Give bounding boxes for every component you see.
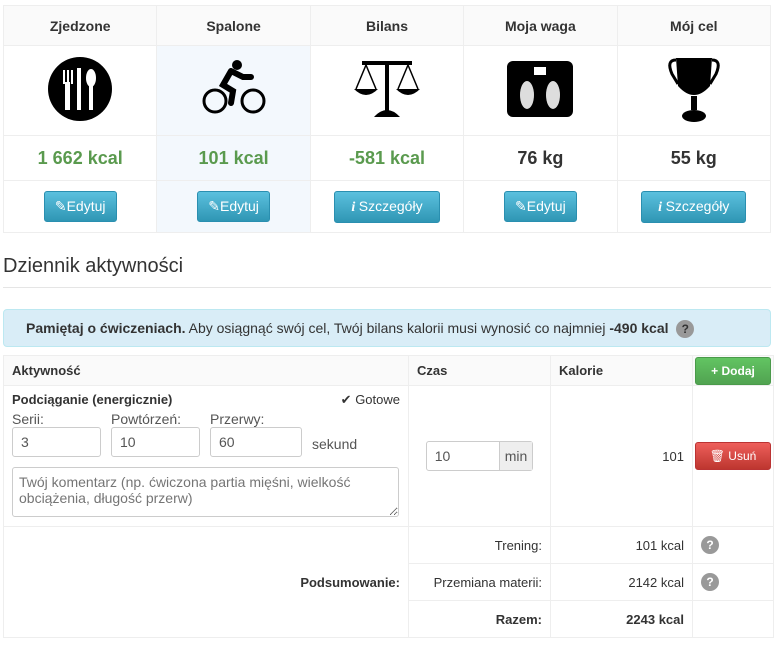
balance-value: -581 kcal — [309, 135, 465, 181]
add-button[interactable]: + Dodaj — [695, 356, 771, 385]
time-input[interactable] — [426, 442, 499, 470]
burned-value: 101 kcal — [156, 135, 311, 181]
rest-unit: sekund — [312, 436, 358, 452]
summary-label-training: Trening: — [408, 526, 551, 564]
series-input[interactable] — [12, 427, 101, 457]
pencil-icon: ✎ — [515, 198, 527, 214]
summary-label-metabolism: Przemiana materii: — [408, 563, 551, 601]
help-icon[interactable]: ? — [701, 573, 719, 591]
summary-value-metabolism: 2142 kcal — [550, 563, 693, 601]
rest-label: Przerwy: — [210, 411, 265, 427]
summary-label-total: Razem: — [408, 600, 551, 638]
activity-table: Aktywność Czas Kalorie + Dodaj Podciągan… — [3, 355, 774, 638]
summary-value-training: 101 kcal — [550, 526, 693, 564]
delete-button[interactable]: 🗑 Usuń — [695, 442, 771, 470]
scales-icon — [353, 61, 420, 117]
col-title: Zjedzone — [2, 5, 158, 46]
activity-name: Podciąganie (energicznie) — [12, 392, 173, 407]
goal-details-button[interactable]: i Szczegóły — [641, 190, 747, 223]
calories-value: 101 — [550, 385, 693, 527]
summary-label: Podsumowanie: — [3, 526, 409, 638]
reps-label: Powtórzeń: — [111, 411, 182, 427]
pencil-icon: ✎ — [54, 198, 67, 214]
header-time: Czas — [408, 355, 551, 386]
plus-icon: + — [711, 363, 722, 378]
info-icon: i — [658, 199, 666, 215]
trophy-icon — [668, 58, 720, 122]
weight-value: 76 kg — [463, 135, 618, 181]
col-title: Bilans — [309, 5, 465, 46]
help-icon[interactable]: ? — [676, 320, 695, 338]
edit-eaten-button[interactable]: ✎Edytuj — [43, 191, 117, 222]
utensils-icon — [48, 57, 113, 121]
balance-details-button[interactable]: i Szczegóły — [334, 190, 440, 223]
goal-value: 55 kg — [616, 135, 772, 181]
time-unit: min — [498, 442, 533, 470]
col-title: Moja waga — [463, 5, 618, 46]
series-label: Serii: — [12, 411, 44, 427]
header-calories: Kalorie — [550, 355, 693, 386]
summary-value-total: 2243 kcal — [550, 600, 693, 638]
table-row: Podciąganie (energicznie) ✔ Gotowe Serii… — [3, 385, 774, 527]
col-title: Mój cel — [616, 5, 772, 46]
divider — [3, 287, 771, 288]
info-icon: i — [351, 199, 359, 215]
edit-weight-button[interactable]: ✎Edytuj — [504, 191, 577, 222]
cyclist-icon — [202, 60, 266, 114]
pencil-icon: ✎ — [208, 198, 220, 214]
bathroom-scale-icon — [507, 61, 574, 117]
eaten-value: 1 662 kcal — [2, 135, 158, 181]
reps-input[interactable] — [111, 427, 200, 457]
col-title: Spalone — [156, 5, 311, 46]
edit-burned-button[interactable]: ✎Edytuj — [197, 191, 270, 222]
done-button[interactable]: ✔ Gotowe — [340, 392, 400, 407]
comment-textarea[interactable] — [12, 467, 399, 517]
trash-icon: 🗑 — [709, 449, 729, 463]
check-icon: ✔ — [340, 392, 356, 407]
header-activity: Aktywność — [3, 355, 409, 386]
exercise-alert: Pamiętaj o ćwiczeniach. Aby osiągnąć swó… — [3, 309, 771, 347]
summary-table: Zjedzone Spalone Bilans Moja waga Mój ce… — [2, 5, 772, 233]
help-icon[interactable]: ? — [701, 536, 719, 554]
page-title: Dziennik aktywności — [3, 255, 184, 277]
rest-input[interactable] — [210, 427, 302, 457]
